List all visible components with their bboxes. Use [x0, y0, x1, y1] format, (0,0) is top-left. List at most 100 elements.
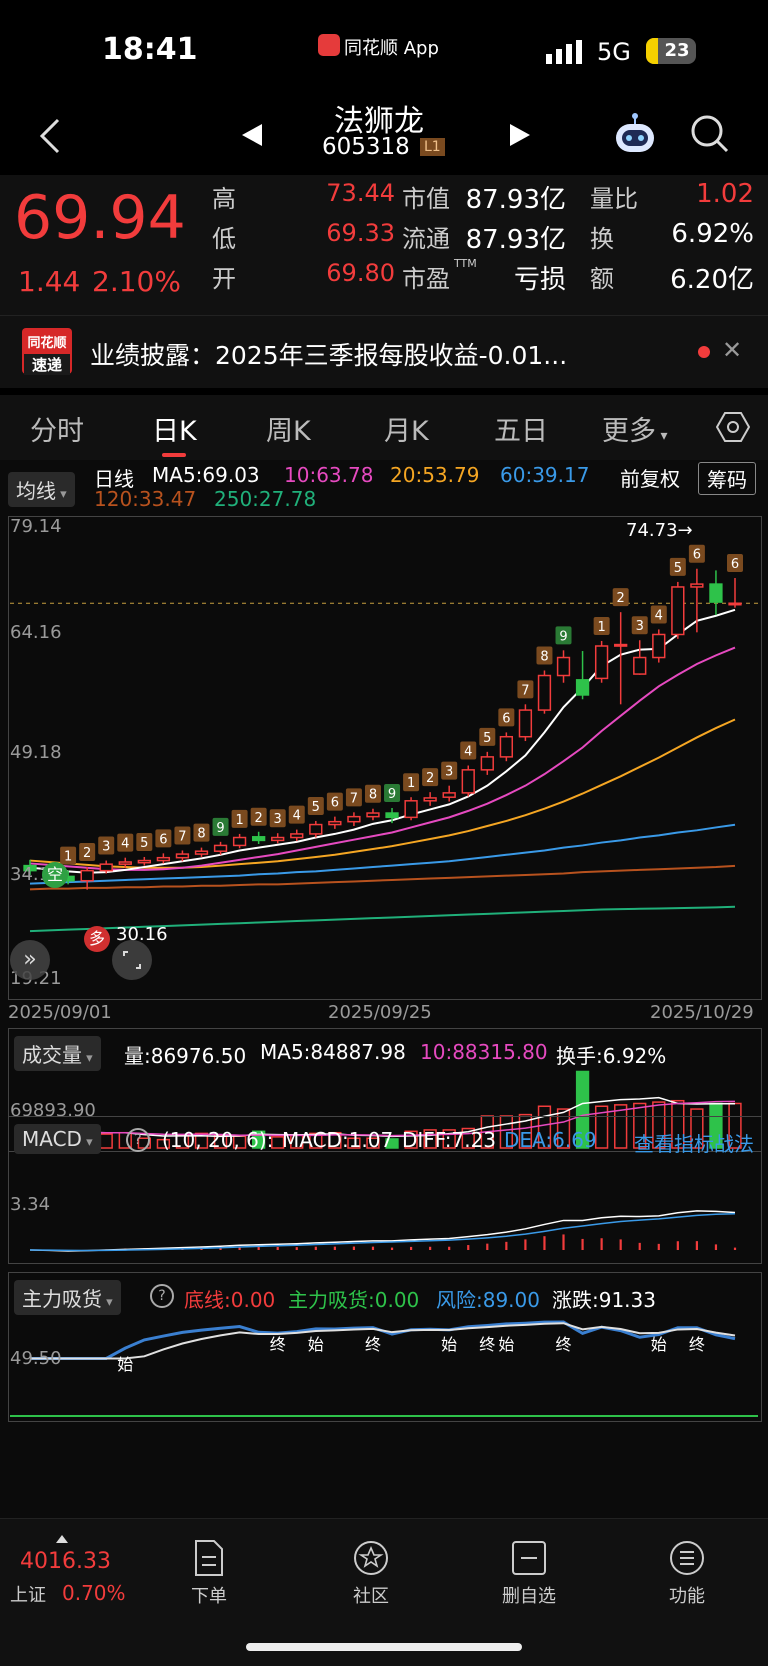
functions-label: 功能 — [669, 1586, 705, 1607]
main-force-panel[interactable] — [8, 1272, 762, 1422]
search-icon[interactable] — [690, 114, 730, 158]
next-stock-icon[interactable] — [508, 122, 532, 152]
sequence-number: 2 — [83, 846, 91, 861]
caret-down-icon: ▾ — [56, 487, 67, 502]
tab-month-k[interactable]: 月K — [384, 416, 429, 447]
candle-body — [156, 856, 171, 862]
y-tick-64: 64.16 — [10, 622, 62, 643]
stat-label: 量比 — [590, 185, 638, 213]
sequence-badge — [174, 826, 191, 845]
sequence-number: 4 — [464, 745, 472, 760]
news-badge: 同花顺 速递 — [22, 328, 72, 375]
volume-bar — [347, 1137, 361, 1149]
price-change-pct: 2.10% — [92, 265, 181, 298]
indicator-strategy-link[interactable]: 查看指标战法 — [634, 1132, 754, 1156]
sequence-badge — [593, 616, 610, 635]
sequence-badge — [193, 823, 210, 842]
chips-button[interactable]: 筹码 — [698, 462, 756, 495]
tab-five-day[interactable]: 五日 — [494, 416, 548, 447]
tab-more-label: 更多 — [602, 416, 656, 447]
sequence-badge — [79, 843, 96, 862]
sequence-badge — [441, 761, 458, 780]
sequence-number: 8 — [540, 649, 548, 664]
community-button[interactable]: 社区 — [326, 1539, 416, 1608]
app-logo-icon — [318, 34, 340, 56]
candle-body — [366, 812, 380, 818]
ma5-line — [29, 608, 736, 874]
diff-value: DIFF:7.23 — [402, 1128, 497, 1152]
candle-body — [518, 709, 533, 738]
ma-selector[interactable]: 均线 ▾ — [8, 472, 75, 507]
macd-selector[interactable]: MACD ▾ — [14, 1124, 101, 1154]
sequence-number: 2 — [255, 811, 263, 826]
volume-bar — [423, 1129, 437, 1149]
candle-body — [213, 844, 228, 852]
app-name: 同花顺 App — [344, 38, 439, 59]
expand-icon[interactable]: » — [10, 940, 50, 980]
candle-body — [652, 633, 666, 659]
sequence-badge — [422, 768, 439, 787]
remove-watchlist-label: 删自选 — [502, 1586, 556, 1607]
candle-body — [575, 679, 590, 696]
tab-fenshi[interactable]: 分时 — [30, 416, 84, 447]
robot-assistant-icon[interactable] — [612, 110, 658, 160]
macd-selector-label: MACD — [22, 1127, 82, 1151]
kline-panel[interactable] — [8, 516, 762, 1000]
ma-selector-label: 均线 — [16, 479, 56, 503]
candle-body — [633, 656, 647, 675]
candle-body — [614, 643, 628, 647]
candle-body — [290, 833, 304, 839]
candle-body — [709, 583, 723, 603]
volume-ma5: MA5:84887.98 — [260, 1040, 406, 1064]
candle-body — [556, 656, 571, 677]
bottom-line-value: 底线:0.00 — [184, 1288, 276, 1312]
sequence-badge — [727, 554, 743, 573]
volume-selector[interactable]: 成交量 ▾ — [14, 1036, 101, 1071]
volume-panel[interactable] — [8, 1028, 762, 1152]
volume-bar — [575, 1070, 590, 1149]
risk-value: 风险:89.00 — [436, 1288, 540, 1312]
macd-panel[interactable] — [8, 1116, 762, 1264]
volume-bar — [594, 1105, 609, 1149]
sequence-number: 1 — [597, 620, 605, 635]
help-icon[interactable]: ? — [126, 1128, 150, 1152]
back-icon[interactable] — [36, 116, 66, 160]
help-icon[interactable]: ? — [150, 1284, 174, 1308]
close-icon[interactable]: ✕ — [722, 336, 743, 364]
ma5-value: MA5:69.03 — [152, 463, 260, 487]
bottom-toolbar: 4016.33 上证 0.70% 下单 社区 删自选 功能 — [0, 1518, 768, 1666]
sequence-badge — [212, 817, 229, 836]
volume-bar — [385, 1138, 399, 1149]
unread-dot — [698, 346, 710, 358]
sequence-badge — [155, 829, 172, 848]
battery-icon: 23 — [646, 38, 696, 64]
order-icon — [195, 1540, 223, 1576]
volume-bar — [442, 1129, 456, 1149]
dea-value: DEA:6.69 — [504, 1128, 597, 1152]
stat-label: 低 — [212, 225, 236, 253]
sequence-number: 5 — [312, 800, 320, 815]
order-button[interactable]: 下单 — [164, 1539, 254, 1608]
macd-y-tick: 3.34 — [10, 1194, 51, 1215]
fullscreen-icon[interactable] — [112, 940, 152, 980]
volume-bar — [614, 1104, 628, 1149]
settings-hex-icon[interactable] — [715, 411, 751, 447]
news-text[interactable]: 业绩披露：2025年三季报每股收益-0.01... — [90, 341, 568, 370]
main-force-selector[interactable]: 主力吸货 ▾ — [14, 1280, 121, 1315]
adjust-mode[interactable]: 前复权 — [620, 467, 680, 491]
y-tick-34: 34.1 — [10, 864, 51, 885]
functions-button[interactable]: 功能 — [642, 1539, 732, 1608]
main-force-signal-mark: 终 — [479, 1335, 495, 1354]
sequence-badge — [403, 773, 420, 792]
sequence-badge — [688, 544, 705, 563]
news-badge-bottom: 速递 — [24, 354, 70, 375]
remove-watchlist-button[interactable]: 删自选 — [484, 1539, 574, 1608]
candle-body — [251, 836, 266, 842]
index-value[interactable]: 4016.33 — [20, 1549, 111, 1574]
tab-week-k[interactable]: 周K — [266, 416, 311, 447]
tab-more[interactable]: 更多 ▾ — [602, 409, 667, 448]
tab-day-k[interactable]: 日K — [152, 416, 197, 447]
news-bar[interactable]: 同花顺 速递 业绩披露：2025年三季报每股收益-0.01... ✕ — [0, 315, 768, 388]
main-force-signal-mark: 终 — [556, 1335, 572, 1354]
prev-stock-icon[interactable] — [240, 122, 264, 152]
